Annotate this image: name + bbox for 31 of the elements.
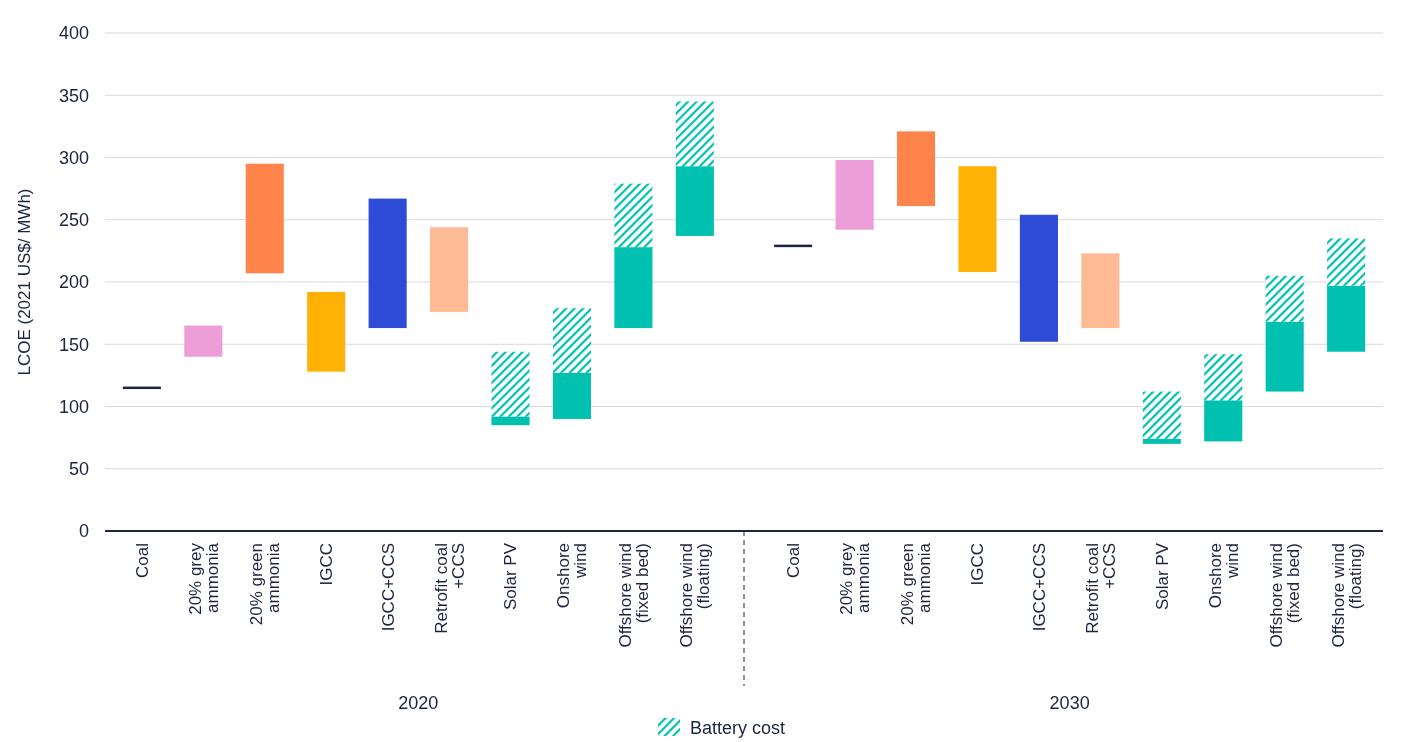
x-tick-label: Solar PV <box>501 542 521 611</box>
x-tick-label: Coal <box>132 543 152 578</box>
y-tick-label: 50 <box>68 459 89 480</box>
x-tick-label: IGCC+CCS <box>378 543 398 632</box>
y-tick-label: 100 <box>58 396 89 417</box>
y-tick-label: 400 <box>58 23 89 44</box>
x-tick-label: Solar PV <box>1152 542 1172 611</box>
x-tick-label: Onshore wind <box>1205 543 1242 609</box>
y-tick-label: 250 <box>58 210 89 231</box>
x-tick-label: Offshore wind (fixed bed) <box>1267 543 1304 648</box>
x-tick-label: Coal <box>784 543 804 578</box>
x-tick-label: 20% grey ammonia <box>185 542 222 615</box>
text: 2030 <box>1049 693 1090 713</box>
y-tick-label: 300 <box>58 147 89 168</box>
y-tick-label: 150 <box>58 334 89 355</box>
y-tick-label: 200 <box>58 272 89 293</box>
y-axis-title: LCOE (2021 US$/ MWh) <box>15 188 34 376</box>
x-tick-label: IGCC <box>968 543 988 586</box>
x-tick-label: Offshore wind (floating) <box>1328 543 1365 648</box>
x-tick-label: IGCC <box>317 543 337 586</box>
x-tick-label: Retrofit coal +CCS <box>1082 543 1119 634</box>
y-tick-label: 350 <box>58 85 89 106</box>
x-tick-label: IGCC+CCS <box>1029 543 1049 632</box>
x-tick-label: Onshore wind <box>554 543 591 609</box>
x-tick-label: 20% grey ammonia <box>837 542 874 615</box>
y-tick-label: 0 <box>78 521 89 542</box>
x-tick-label: Retrofit coal +CCS <box>431 543 468 634</box>
x-tick-label: Offshore wind (floating) <box>677 543 714 648</box>
text: 2020 <box>398 693 439 713</box>
x-tick-label: Offshore wind (fixed bed) <box>615 543 652 648</box>
legend-label: Battery cost <box>690 718 786 739</box>
